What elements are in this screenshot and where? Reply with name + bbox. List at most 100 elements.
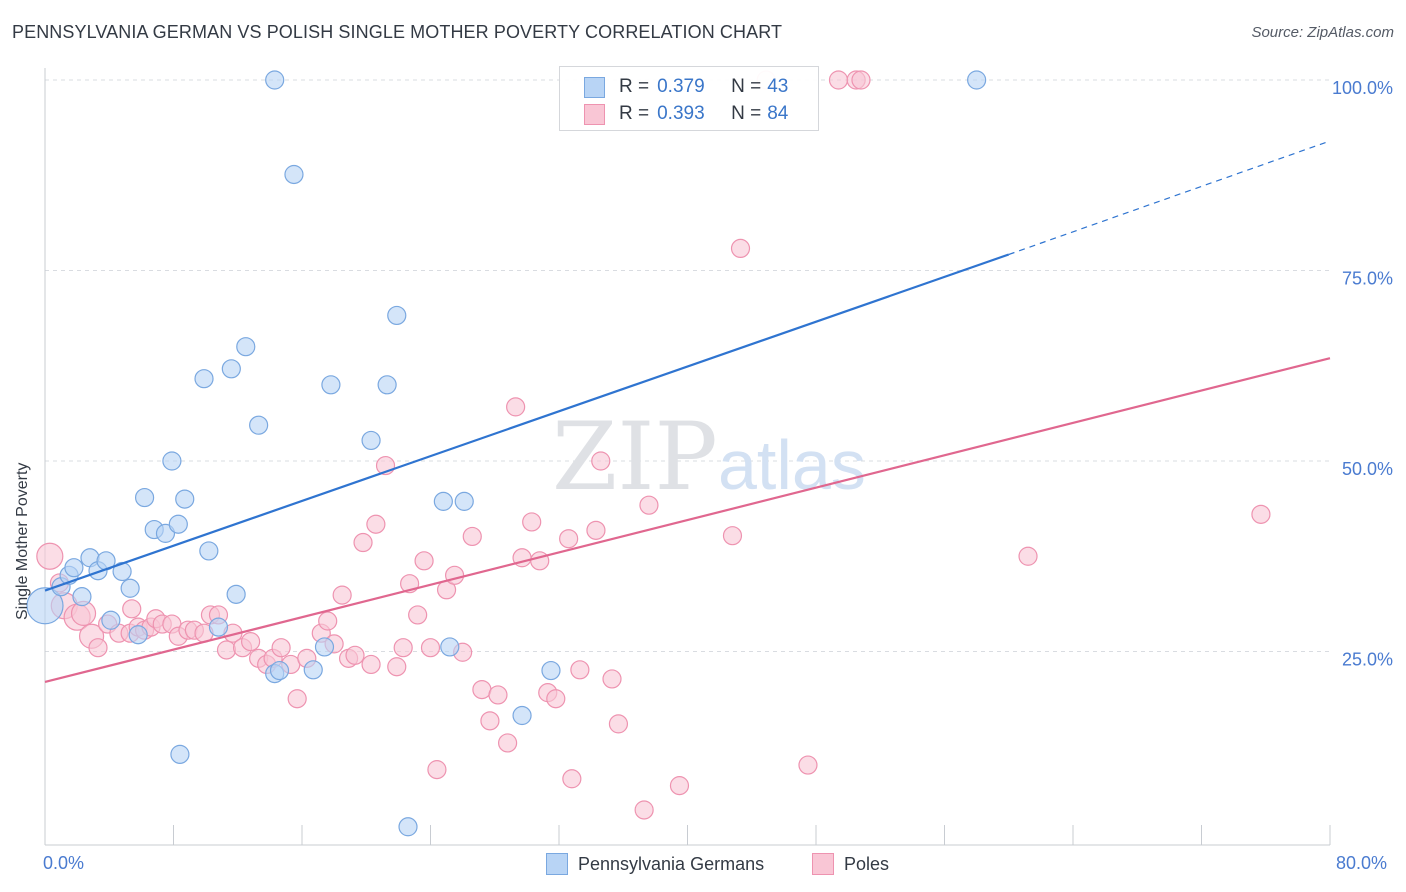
poles-point: [559, 529, 579, 549]
pennsylvania-germans-point: [168, 514, 188, 534]
poles-point: [570, 660, 590, 680]
bottom-legend-swatch-pink: [812, 853, 834, 875]
trend-lines: [44, 140, 1331, 684]
watermark: ZIP atlas: [552, 403, 866, 512]
x-axis-min-label: 0.0%: [43, 853, 85, 873]
poles-point: [602, 669, 622, 689]
pennsylvania-germans-point: [162, 451, 182, 471]
y-tick-label: 50.0%: [1342, 459, 1393, 479]
axes: [44, 68, 1331, 846]
poles-point: [1251, 504, 1271, 524]
poles-point: [530, 551, 550, 571]
y-tick-label: 25.0%: [1342, 650, 1393, 670]
poles-point: [387, 657, 407, 677]
pennsylvania-germans-point: [128, 625, 148, 645]
pennsylvania-germans-trend-line: [44, 253, 1010, 592]
poles-point: [591, 451, 611, 471]
pennsylvania-germans-trend-extension: [1008, 140, 1331, 256]
legend-row-pennsylvania-germans: R = 0.379 N = 43: [584, 74, 789, 100]
poles-point: [361, 654, 381, 675]
pennsylvania-germans-point: [314, 637, 335, 657]
pennsylvania-germans-point: [112, 561, 132, 582]
legend-swatch-pink: [584, 104, 605, 125]
poles-point: [472, 679, 492, 700]
pennsylvania-germans-point: [512, 705, 532, 726]
pennsylvania-germans-point: [269, 660, 290, 681]
pennsylvania-germans-point: [454, 491, 474, 511]
pennsylvania-germans-point: [433, 491, 453, 511]
legend-r-value: 0.393: [657, 103, 705, 124]
legend-r-value: 0.379: [657, 76, 705, 97]
pennsylvania-germans-point: [26, 587, 64, 625]
pennsylvania-germans-point: [221, 359, 241, 379]
correlation-legend: R = 0.379 N = 43 R = 0.393 N = 84: [559, 66, 819, 131]
pennsylvania-germans-point: [387, 305, 407, 326]
x-axis-max-label: 80.0%: [1336, 853, 1388, 873]
pennsylvania-germans-point: [72, 587, 92, 607]
pennsylvania-germans-point: [226, 584, 246, 604]
legend-r-label: R =: [619, 76, 650, 97]
poles-point: [498, 733, 518, 753]
poles-point: [345, 645, 365, 665]
poles-point: [1018, 546, 1038, 566]
pennsylvania-germans-point: [284, 164, 304, 185]
watermark-zip: ZIP: [552, 403, 718, 512]
pennsylvania-germans-points: [26, 70, 987, 837]
pennsylvania-germans-point: [120, 578, 140, 598]
poles-point: [332, 585, 352, 605]
poles-point: [634, 800, 654, 820]
poles-point: [669, 776, 690, 796]
chart-title: PENNSYLVANIA GERMAN VS POLISH SINGLE MOT…: [12, 22, 783, 42]
legend-n-label: N =: [731, 103, 762, 124]
poles-point: [828, 70, 849, 90]
pennsylvania-germans-point: [249, 415, 269, 435]
poles-point: [393, 638, 413, 658]
poles-point: [408, 605, 428, 625]
pennsylvania-germans-point: [321, 375, 341, 395]
poles-point: [318, 611, 338, 631]
pennsylvania-germans-point: [194, 369, 214, 389]
pennsylvania-germans-point: [541, 660, 561, 681]
pennsylvania-germans-point: [361, 430, 381, 451]
y-tick-labels: 100.0% 75.0% 50.0% 25.0%: [1332, 78, 1393, 670]
legend-n-value: 43: [767, 76, 789, 97]
poles-point: [36, 542, 64, 570]
poles-point: [546, 689, 566, 709]
poles-point: [851, 70, 871, 90]
poles-point: [722, 526, 743, 546]
poles-point: [480, 711, 500, 731]
pennsylvania-germans-point: [967, 70, 987, 90]
bottom-legend-swatch-blue: [546, 853, 568, 875]
bottom-legend-poles: Poles: [812, 852, 889, 876]
poles-point: [414, 551, 434, 571]
poles-point: [608, 714, 629, 734]
poles-point: [241, 631, 261, 652]
pennsylvania-germans-point: [303, 660, 323, 680]
poles-point: [798, 755, 818, 775]
source-credit: Source: ZipAtlas.com: [1251, 24, 1394, 41]
legend-swatch-blue: [584, 77, 605, 98]
poles-point: [271, 638, 291, 658]
pennsylvania-germans-point: [101, 610, 121, 630]
y-tick-label: 100.0%: [1332, 78, 1393, 98]
poles-point: [522, 512, 542, 532]
poles-point: [88, 638, 108, 658]
pennsylvania-germans-point: [199, 541, 219, 561]
poles-point: [444, 565, 465, 585]
poles-point: [730, 238, 751, 259]
poles-point: [462, 526, 482, 547]
pennsylvania-germans-point: [64, 558, 84, 578]
y-axis-label: Single Mother Poverty: [14, 462, 31, 620]
poles-point: [562, 769, 582, 789]
poles-point: [216, 640, 237, 660]
pennsylvania-germans-point: [134, 487, 155, 508]
watermark-atlas: atlas: [718, 426, 866, 504]
bottom-legend-label: Poles: [844, 853, 890, 874]
pennsylvania-germans-point: [377, 375, 397, 395]
poles-point: [420, 638, 441, 658]
legend-r-label: R =: [619, 103, 650, 124]
poles-point: [488, 685, 508, 705]
legend-n-label: N =: [731, 76, 762, 97]
poles-trend-line: [44, 357, 1331, 684]
poles-point: [366, 514, 386, 534]
